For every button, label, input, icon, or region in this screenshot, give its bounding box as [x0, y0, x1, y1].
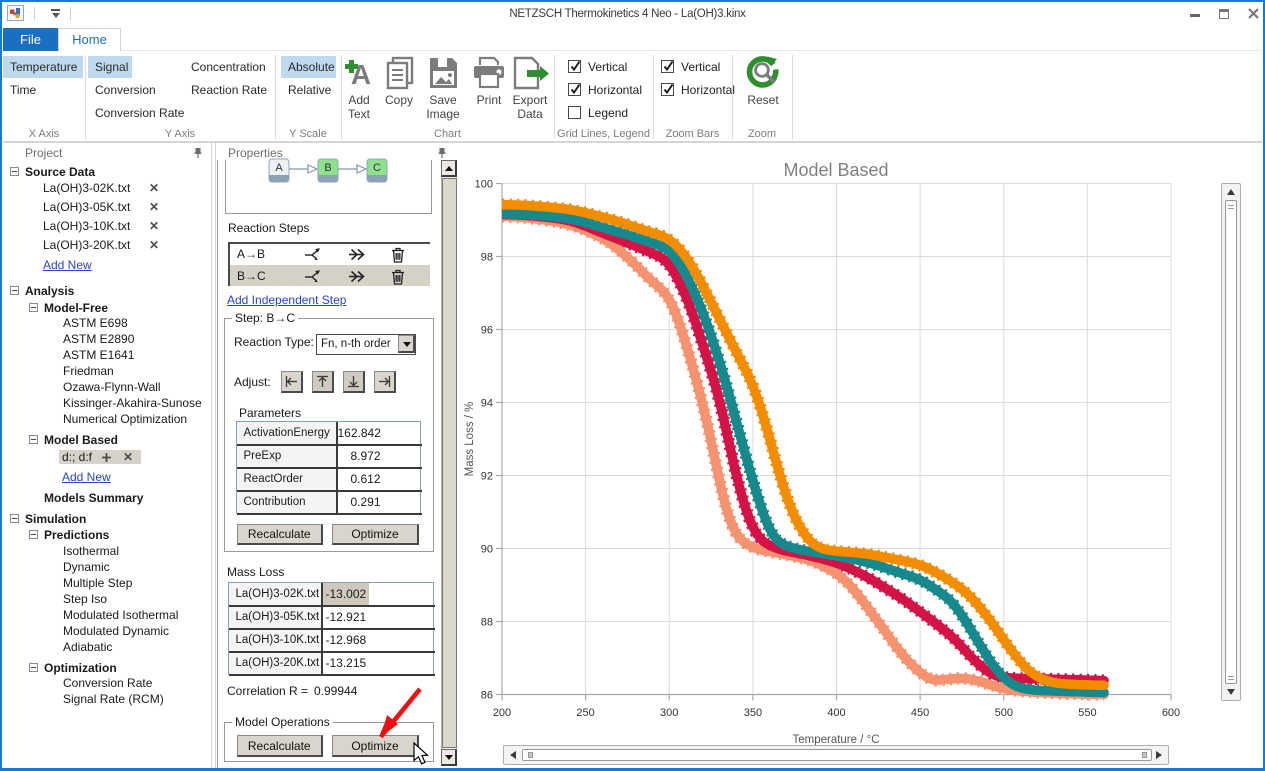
svg-text:300: 300 — [660, 707, 678, 719]
svg-text:86: 86 — [481, 690, 493, 702]
svg-text:600: 600 — [1162, 707, 1180, 719]
svg-text:500: 500 — [995, 707, 1013, 719]
svg-text:C: C — [373, 162, 381, 174]
svg-text:88: 88 — [481, 617, 493, 629]
svg-text:Mass Loss / %: Mass Loss / % — [464, 402, 476, 477]
svg-text:400: 400 — [827, 707, 845, 719]
svg-text:200: 200 — [493, 707, 511, 719]
svg-text:92: 92 — [481, 471, 493, 483]
svg-text:98: 98 — [481, 252, 493, 264]
svg-text:90: 90 — [481, 544, 493, 556]
svg-text:100: 100 — [475, 179, 493, 191]
svg-text:350: 350 — [744, 707, 762, 719]
svg-text:B: B — [324, 162, 331, 174]
svg-text:94: 94 — [481, 398, 493, 410]
svg-text:A: A — [275, 162, 283, 174]
svg-text:96: 96 — [481, 325, 493, 337]
svg-text:Temperature / °C: Temperature / °C — [792, 734, 879, 746]
svg-text:450: 450 — [911, 707, 929, 719]
svg-text:550: 550 — [1078, 707, 1096, 719]
svg-text:Model Based: Model Based — [783, 160, 888, 180]
svg-text:250: 250 — [576, 707, 594, 719]
